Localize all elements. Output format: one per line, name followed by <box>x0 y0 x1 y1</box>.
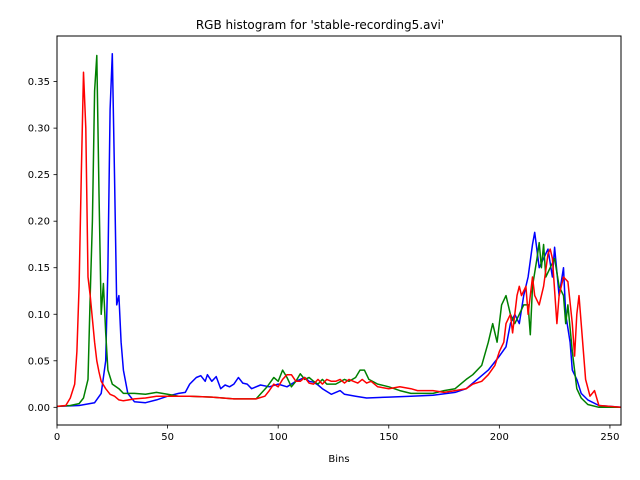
series-line-2 <box>56 71 622 409</box>
x-axis-label: Bins <box>328 454 349 465</box>
x-tick-label: 200 <box>490 432 509 443</box>
chart-title: RGB histogram for 'stable-recording5.avi… <box>196 18 444 32</box>
y-tick-label: 0.10 <box>28 310 50 321</box>
series-line-1 <box>56 54 621 409</box>
y-tick-label: 0.00 <box>28 403 50 414</box>
x-tick-label: 150 <box>379 432 398 443</box>
y-tick-label: 0.25 <box>28 170 50 181</box>
y-tick-label: 0.15 <box>28 263 50 274</box>
x-tick-label: 50 <box>161 432 174 443</box>
x-axis: 0 50 100 150 200 250 <box>54 425 619 443</box>
y-axis: 0.00 0.05 0.10 0.15 0.20 0.25 0.30 0.35 <box>28 77 57 414</box>
series-layer <box>56 52 622 409</box>
y-tick-label: 0.05 <box>28 356 50 367</box>
y-tick-label: 0.20 <box>28 217 50 228</box>
x-tick-label: 0 <box>54 432 60 443</box>
x-tick-label: 100 <box>269 432 288 443</box>
y-tick-label: 0.30 <box>28 124 50 135</box>
y-tick-label: 0.35 <box>28 77 50 88</box>
x-tick-label: 250 <box>600 432 619 443</box>
plot-frame <box>56 35 622 426</box>
